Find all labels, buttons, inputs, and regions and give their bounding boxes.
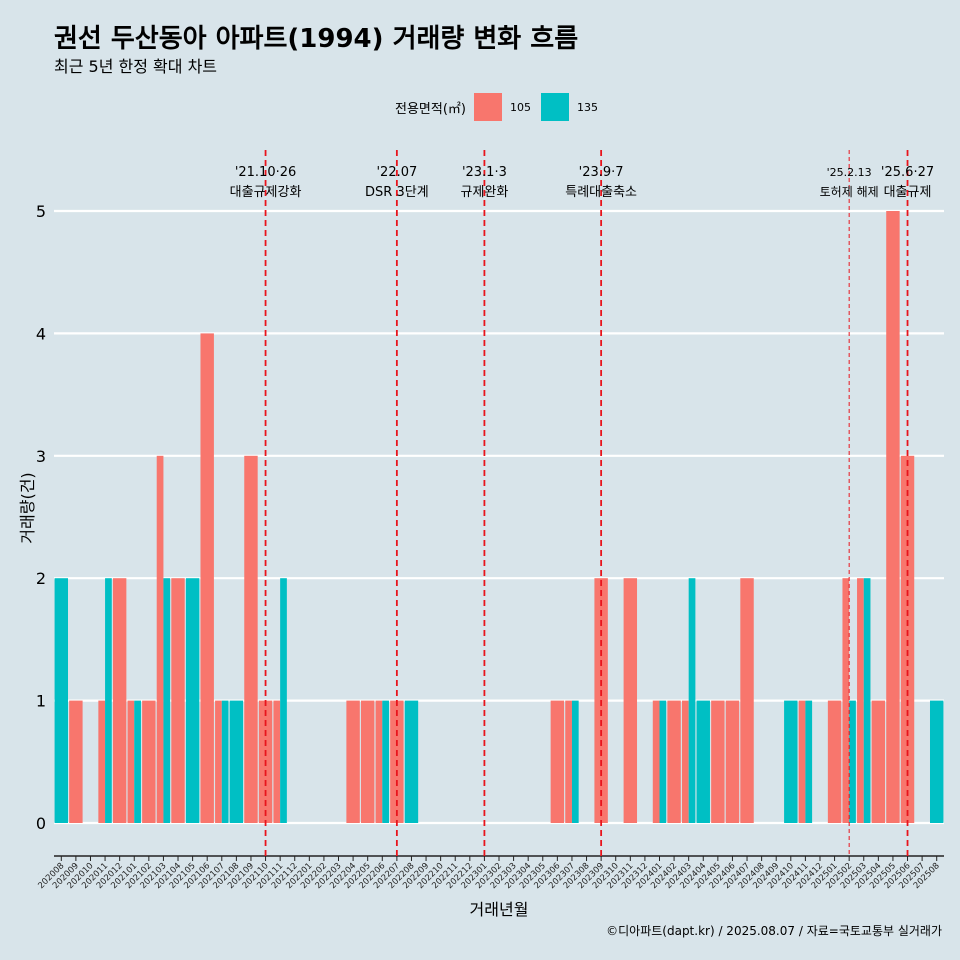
bar-135-202401 bbox=[659, 700, 667, 823]
bar-105-202311 bbox=[623, 578, 638, 823]
bar-105-202411 bbox=[798, 700, 806, 823]
bar-105-202204 bbox=[346, 700, 360, 823]
bar-105-202111 bbox=[273, 700, 281, 823]
bar-105-202012 bbox=[112, 578, 127, 823]
bar-105-202104 bbox=[171, 578, 185, 823]
event-date: '25.2.13 bbox=[827, 166, 872, 179]
y-tick-label: 1 bbox=[36, 692, 46, 711]
event-label: DSR 3단계 bbox=[365, 185, 429, 200]
legend-label-105: 105 bbox=[509, 100, 531, 114]
event-label: 대출규제 bbox=[884, 185, 932, 200]
event-label: 토허제 해제 bbox=[820, 185, 879, 199]
legend-label-135: 135 bbox=[576, 100, 598, 114]
legend-key-135 bbox=[540, 93, 569, 121]
y-tick-label: 4 bbox=[36, 324, 46, 343]
bar-135-202404 bbox=[696, 700, 710, 823]
bar-105-202306 bbox=[550, 700, 565, 823]
y-tick-label: 3 bbox=[36, 447, 46, 466]
y-tick-label: 0 bbox=[36, 814, 46, 833]
bar-105-202503 bbox=[857, 578, 864, 823]
bar-105-202102 bbox=[142, 700, 156, 823]
bar-135-202101 bbox=[134, 700, 141, 823]
y-tick-label: 2 bbox=[36, 569, 46, 588]
bar-135-202206 bbox=[382, 700, 389, 823]
bar-105-202307 bbox=[565, 700, 572, 823]
chart-title: 권선 두산동아 아파트(1994) 거래량 변화 흐름 bbox=[54, 24, 579, 54]
bar-105-202109 bbox=[244, 455, 258, 823]
bar-135-202403 bbox=[688, 578, 696, 823]
bar-105-202401 bbox=[652, 700, 660, 823]
bar-105-202406 bbox=[725, 700, 740, 823]
y-axis-title: 거래량(건) bbox=[18, 472, 37, 543]
bar-135-202107 bbox=[221, 700, 229, 823]
bar-135-202503 bbox=[863, 578, 871, 823]
event-date: '23.1·3 bbox=[462, 165, 507, 180]
bar-105-202407 bbox=[740, 578, 754, 823]
bar-105-202405 bbox=[711, 700, 725, 823]
bar-135-202103 bbox=[163, 578, 171, 823]
bar-135-202307 bbox=[571, 700, 579, 823]
bar-135-202008 bbox=[54, 578, 69, 823]
bar-105-202011 bbox=[98, 700, 106, 823]
y-tick-label: 5 bbox=[36, 202, 46, 221]
bar-105-202505 bbox=[886, 211, 900, 823]
bar-105-202009 bbox=[69, 700, 83, 823]
bar-105-202504 bbox=[871, 700, 886, 823]
bar-105-202502 bbox=[842, 578, 850, 823]
bar-105-202101 bbox=[127, 700, 135, 823]
event-date: '23.9·7 bbox=[579, 165, 624, 180]
event-label: 대출규제강화 bbox=[230, 185, 302, 200]
bar-135-202011 bbox=[105, 578, 112, 823]
bar-105-202403 bbox=[681, 700, 689, 823]
bar-105-202107 bbox=[215, 700, 222, 823]
x-axis-title: 거래년월 bbox=[470, 900, 529, 919]
bar-135-202508 bbox=[929, 700, 944, 823]
caption: ©디아파트(dapt.kr) / 2025.08.07 / 자료=국토교통부 실… bbox=[606, 924, 942, 938]
bar-105-202402 bbox=[667, 700, 681, 823]
bar-135-202411 bbox=[805, 700, 813, 823]
event-date: '22.07 bbox=[376, 165, 417, 180]
bar-105-202103 bbox=[156, 455, 164, 823]
event-label: 규제완화 bbox=[460, 185, 508, 200]
bar-105-202206 bbox=[375, 700, 383, 823]
event-date: '21.10·26 bbox=[235, 165, 296, 180]
bar-135-202502 bbox=[849, 700, 856, 823]
legend-key-105 bbox=[473, 93, 502, 121]
event-label: 특례대출축소 bbox=[565, 185, 637, 200]
legend-title: 전용면적(㎡) bbox=[395, 101, 466, 117]
bar-135-202410 bbox=[784, 700, 798, 823]
bar-105-202106 bbox=[200, 333, 214, 823]
legend: 전용면적(㎡) 105 135 bbox=[395, 93, 608, 121]
chart-subtitle: 최근 5년 한정 확대 차트 bbox=[54, 57, 218, 76]
bar-135-202108 bbox=[229, 700, 244, 823]
bar-105-202506 bbox=[900, 455, 915, 823]
bar-135-202208 bbox=[404, 700, 419, 823]
event-date: '25.6·27 bbox=[881, 165, 934, 180]
bar-105-202501 bbox=[827, 700, 842, 823]
bar-105-202205 bbox=[360, 700, 375, 823]
bar-135-202105 bbox=[185, 578, 200, 823]
bar-135-202111 bbox=[280, 578, 287, 823]
